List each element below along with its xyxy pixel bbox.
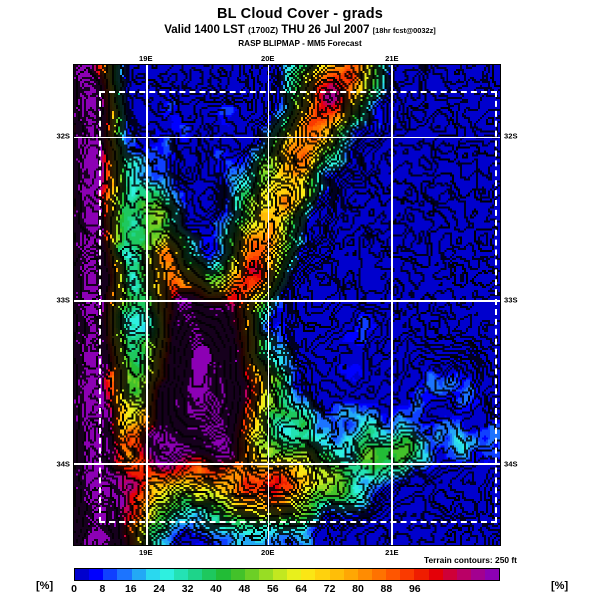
colorbar-swatch — [159, 569, 174, 580]
terrain-contour-note: Terrain contours: 250 ft — [424, 555, 517, 565]
latitude-label-right: 33S — [504, 295, 518, 305]
colorbar-unit-left: [%] — [36, 580, 54, 592]
latitude-label-left: 34S — [56, 459, 70, 469]
colorbar-tick-label: 96 — [408, 583, 421, 595]
colorbar-tick-label: 88 — [380, 583, 393, 595]
latitude-label-left: 32S — [56, 131, 70, 141]
title-block: BL Cloud Cover - grads Valid 1400 LST (1… — [0, 6, 600, 50]
colorbar-swatch — [202, 569, 217, 580]
colorbar-swatch — [456, 569, 471, 580]
subtitle-valid-time: Valid 1400 LST — [164, 24, 245, 36]
colorbar-tick-label: 0 — [71, 583, 77, 595]
colorbar-swatch — [117, 569, 132, 580]
latitude-label-right: 34S — [504, 459, 518, 469]
graticule-meridian — [267, 65, 270, 545]
colorbar-swatch — [145, 569, 160, 580]
graticule-parallel — [74, 137, 500, 139]
colorbar-swatch — [470, 569, 486, 580]
longitude-label-bottom: 21E — [385, 548, 399, 557]
graticule-parallel — [74, 300, 500, 302]
colorbar-swatch — [400, 569, 415, 580]
colorbar-swatch — [315, 569, 330, 580]
graticule-meridian — [146, 65, 148, 545]
colorbar-swatch — [188, 569, 203, 580]
graticule-parallel — [74, 463, 500, 465]
colorbar-swatch — [89, 569, 104, 580]
latitude-label-right: 32S — [504, 131, 518, 141]
colorbar-tick-label: 48 — [238, 583, 251, 595]
colorbar-tick-label: 16 — [124, 583, 137, 595]
colorbar-tick-label: 24 — [153, 583, 166, 595]
colorbar-tick-label: 32 — [181, 583, 194, 595]
chart-subtitle: Valid 1400 LST (1700Z) THU 26 Jul 2007 [… — [0, 23, 600, 38]
graticule-meridian — [391, 65, 393, 545]
subtitle-date: THU 26 Jul 2007 — [281, 24, 370, 36]
colorbar-swatch — [216, 569, 231, 580]
colorbar-swatch — [301, 569, 316, 580]
colorbar-swatch — [75, 569, 90, 580]
colorbar-swatch — [244, 569, 259, 580]
colorbar-swatch — [131, 569, 146, 580]
colorbar-unit-right: [%] — [551, 580, 569, 592]
colorbar-swatch — [272, 569, 288, 580]
colorbar-swatches — [74, 568, 500, 581]
colorbar-swatch — [442, 569, 457, 580]
longitude-label-top: 20E — [260, 54, 275, 63]
cloud-cover-field — [74, 65, 500, 545]
longitude-label-top: 21E — [385, 54, 399, 63]
colorbar-swatch — [343, 569, 358, 580]
colorbar-swatch — [414, 569, 429, 580]
colorbar-swatch — [485, 569, 500, 580]
subtitle-forecast-tag: [18hr fcst@0032z] — [372, 26, 436, 35]
latitude-label-left: 33S — [56, 295, 70, 305]
colorbar-tick-label: 56 — [266, 583, 279, 595]
colorbar-swatch — [173, 569, 189, 580]
colorbar-swatch — [428, 569, 443, 580]
subtitle-utc-time: (1700Z) — [247, 25, 279, 35]
colorbar-swatch — [103, 569, 118, 580]
colorbar-swatch — [386, 569, 401, 580]
colorbar-tick-label: 40 — [210, 583, 222, 595]
colorbar-swatch — [329, 569, 344, 580]
longitude-label-bottom: 20E — [260, 548, 275, 557]
colorbar-tick-label: 80 — [352, 583, 364, 595]
map-panel — [73, 64, 501, 546]
longitude-label-top: 19E — [138, 54, 153, 63]
longitude-label-bottom: 19E — [138, 548, 153, 557]
colorbar-tick-label: 72 — [323, 583, 336, 595]
colorbar-swatch — [371, 569, 387, 580]
colorbar-legend: [%] [%] Terrain contours: 250 ft 0 8 16 24 3… — [0, 555, 600, 600]
colorbar-swatch — [230, 569, 245, 580]
colorbar-swatch — [357, 569, 372, 580]
subdomain-boundary-box — [99, 91, 497, 523]
colorbar-tick-label: 64 — [295, 583, 308, 595]
colorbar-tick-label: 8 — [99, 583, 106, 595]
chart-source: RASP BLIPMAP - MM5 Forecast — [238, 39, 362, 48]
chart-title: BL Cloud Cover - grads — [216, 6, 384, 22]
colorbar-swatch — [287, 569, 302, 580]
colorbar-swatch — [258, 569, 273, 580]
